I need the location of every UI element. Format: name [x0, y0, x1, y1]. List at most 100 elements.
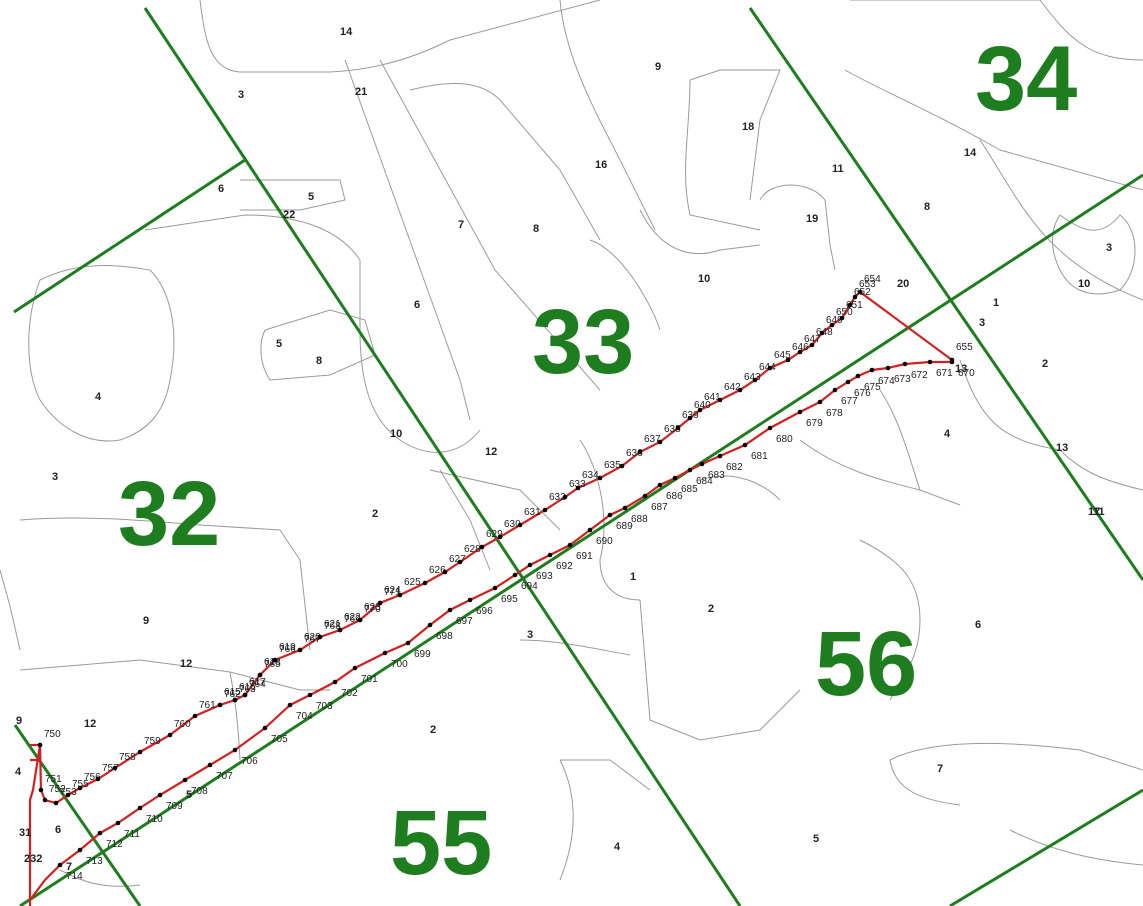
- parcel-number: 12: [180, 658, 192, 670]
- vertex-label: 644: [759, 362, 776, 373]
- route-vertex: [885, 365, 891, 371]
- parcel-boundary: [639, 599, 801, 741]
- route-vertex: [137, 805, 143, 811]
- route-line-north: [38, 290, 953, 805]
- vertex-label: 647: [804, 334, 821, 345]
- route-vertex: [752, 377, 758, 383]
- route-vertex: [517, 522, 523, 528]
- route-vertex: [479, 544, 485, 550]
- parcel-number: 17: [1088, 506, 1100, 518]
- vertex-label: 702: [341, 688, 358, 699]
- parcel-boundary: [979, 139, 1143, 301]
- vertex-label: 624: [384, 585, 401, 596]
- sheet-number-34: 34: [975, 28, 1077, 130]
- parcel-boundary: [59, 869, 141, 887]
- route-vertex: [497, 534, 503, 540]
- vertex-label: 640: [694, 400, 711, 411]
- route-vertex: [839, 315, 845, 321]
- route-vertex: [317, 634, 323, 640]
- vertex-label: 760: [174, 719, 191, 730]
- route-vertex: [232, 747, 238, 753]
- route-vertex: [527, 562, 533, 568]
- parcel-number: 22: [283, 209, 295, 221]
- route-vertex: [587, 527, 593, 533]
- route-vertex: [332, 679, 338, 685]
- vertex-label: 759: [144, 736, 161, 747]
- parcel-number: 6: [55, 824, 61, 836]
- route-vertex: [597, 475, 603, 481]
- parcel-number: 14: [340, 26, 353, 38]
- route-vertex: [697, 407, 703, 413]
- route-vertex: [97, 830, 103, 836]
- vertex-label: 631: [524, 507, 541, 518]
- parcel-number: 20: [897, 278, 909, 290]
- vertex-label: 674: [878, 376, 895, 387]
- vertex-label: 758: [119, 752, 136, 763]
- parcel-number: 5: [276, 338, 282, 350]
- parcel-number: 31: [19, 827, 31, 839]
- parcel-number: 1: [993, 297, 999, 309]
- sheet-boundary-line: [748, 7, 1143, 581]
- route-vertex: [657, 439, 663, 445]
- route-vertex: [902, 361, 908, 367]
- vertex-label: 698: [436, 631, 453, 642]
- parcel-number: 13: [1056, 442, 1068, 454]
- route-vertex: [742, 442, 748, 448]
- route-vertex: [857, 289, 863, 295]
- vertex-label: 651: [846, 300, 863, 311]
- vertex-label: 685: [681, 484, 698, 495]
- route-vertex: [845, 379, 851, 385]
- parcel-boundary: [429, 469, 561, 531]
- sheet-grid-lines: [13, 7, 1143, 906]
- vertex-label: 636: [626, 448, 643, 459]
- parcel-boundary: [589, 239, 661, 331]
- vertex-label: 704: [296, 711, 313, 722]
- route-vertex: [852, 294, 858, 300]
- vertex-label: 714: [66, 871, 83, 882]
- parcel-number: 14: [964, 147, 977, 159]
- vertex-label: 621: [324, 619, 341, 630]
- sheet-boundary-line: [949, 788, 1143, 906]
- vertex-label: 691: [576, 551, 593, 562]
- vertex-label: 768: [324, 621, 341, 632]
- parcel-number: 3: [979, 317, 985, 329]
- vertex-label: 652: [854, 287, 871, 298]
- vertex-label: 675: [864, 382, 881, 393]
- vertex-label: 766: [279, 644, 296, 655]
- route-vertex: [637, 449, 643, 455]
- vertex-label: 653: [859, 279, 876, 290]
- vertex-label: 695: [501, 594, 518, 605]
- vertex-label: 689: [616, 521, 633, 532]
- vertex-label: 637: [644, 434, 661, 445]
- route-vertex: [675, 425, 681, 431]
- parcel-number: 5: [813, 833, 819, 845]
- parcel-number: 10: [1078, 278, 1090, 290]
- route-vertex: [785, 357, 791, 363]
- route-vertex: [619, 463, 625, 469]
- vertex-label: 679: [806, 418, 823, 429]
- parcel-boundary: [559, 0, 656, 231]
- parcel-number: 12: [485, 446, 497, 458]
- vertex-label: 645: [774, 350, 791, 361]
- parcel-number: 12: [84, 718, 96, 730]
- parcel-number: 3: [238, 89, 244, 101]
- sheet-boundary-line: [13, 724, 142, 906]
- vertex-label: 713: [86, 856, 103, 867]
- route-vertex: [855, 373, 861, 379]
- vertex-label: 751: [45, 774, 62, 785]
- route-vertex: [567, 542, 573, 548]
- route-vertex: [927, 359, 933, 365]
- vertex-label: 673: [894, 374, 911, 385]
- vertex-label: 616: [239, 682, 256, 693]
- parcel-number: 4: [944, 428, 951, 440]
- parcel-number: 232: [24, 853, 42, 865]
- vertex-label: 705: [271, 734, 288, 745]
- vertex-label: 708: [191, 786, 208, 797]
- route-vertex: [562, 494, 568, 500]
- vertex-label: 648: [816, 327, 833, 338]
- parcel-boundaries: [0, 0, 1143, 887]
- vertex-label: 687: [651, 502, 668, 513]
- vertex-label: 757: [102, 763, 119, 774]
